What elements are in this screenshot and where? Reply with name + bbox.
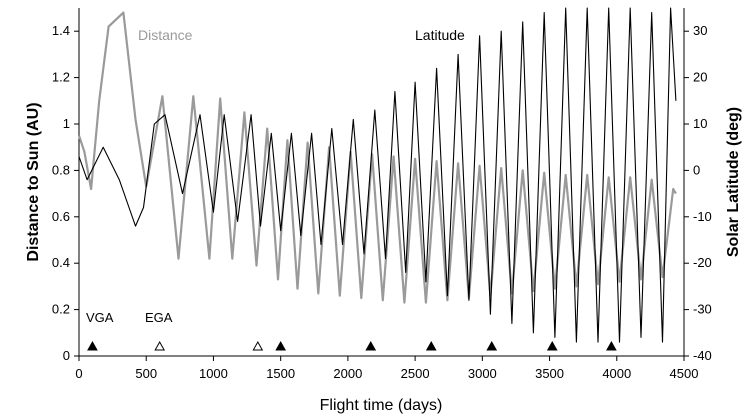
y-tick-label-right: 10 [693,116,707,131]
y-tick-label-left: 0.8 [52,162,70,177]
event-marker-filled [365,340,377,351]
series-group [77,7,677,343]
plot-area [78,8,685,357]
event-marker-filled [425,340,437,351]
event-marker-filled [87,340,98,351]
event-marker-open [252,340,264,351]
y-tick-label-right: 0 [693,162,700,177]
x-tick-label: 2000 [333,366,362,381]
event-marker-open [154,340,166,351]
event-label-vga: VGA [86,310,114,325]
y-tick-label-left: 1.4 [52,23,70,38]
series-label-distance: Distance [138,27,193,43]
x-tick-label: 3000 [468,366,497,381]
series-line-latitude [78,7,677,343]
event-marker-filled [486,340,498,351]
x-tick-label: 1000 [199,366,228,381]
event-label-ega: EGA [145,310,173,325]
event-markers [87,340,617,351]
series-line-distance [77,11,677,304]
event-marker-filled [275,340,287,351]
y-tick-label-left: 1.2 [52,70,70,85]
left-y-axis-title: Distance to Sun (AU) [25,102,42,261]
x-tick-label: 3500 [535,366,564,381]
x-tick-label: 4000 [602,366,631,381]
x-tick-label: 2500 [401,366,430,381]
y-ticks-left: 0 0.2 0.4 0.6 0.8 1 1.2 1.4 [52,23,79,363]
series-label-latitude: Latitude [415,27,465,43]
y-tick-label-left: 0.2 [52,302,70,317]
x-ticks: 0 500 1000 1500 2000 2500 3000 3500 4000 4500 [75,356,698,381]
y-tick-label-right: -10 [693,209,712,224]
y-tick-label-right: -30 [693,302,712,317]
x-tick-label: 500 [135,366,157,381]
x-tick-label: 1500 [266,366,295,381]
right-y-axis-title: Solar Latitude (deg) [725,107,742,257]
x-tick-label: 4500 [670,366,699,381]
y-tick-label-right: -20 [693,255,712,270]
y-tick-label-left: 0.6 [52,209,70,224]
y-tick-label-right: 30 [693,23,707,38]
y-tick-label-left: 1 [63,116,70,131]
event-marker-filled [606,340,617,351]
y-tick-label-right: -40 [693,348,712,363]
y-tick-label-left: 0 [63,348,70,363]
x-tick-label: 0 [75,366,82,381]
x-axis-title: Flight time (days) [320,397,443,414]
y-ticks-right: -40 -30 -20 -10 0 10 20 30 [684,23,712,363]
event-marker-filled [546,340,558,351]
y-tick-label-right: 20 [693,70,707,85]
y-tick-label-left: 0.4 [52,255,70,270]
